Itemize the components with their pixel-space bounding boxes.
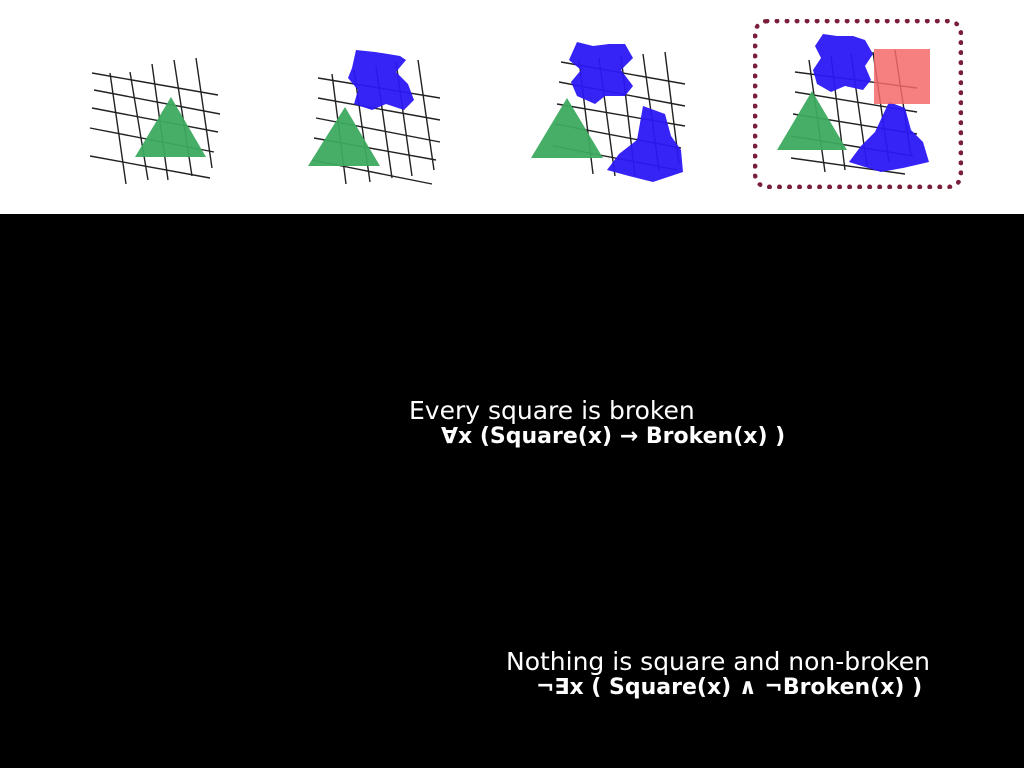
- green-triangle: [308, 107, 380, 166]
- statement-formula: ¬∃x ( Square(x) ∧ ¬Broken(x) ): [536, 675, 923, 700]
- blue-blob: [348, 50, 414, 110]
- highlight-frame: [753, 19, 963, 189]
- world-strip: [0, 0, 1024, 214]
- world-4-drawing: [777, 34, 930, 175]
- statement-formula: ∀x (Square(x) → Broken(x) ): [441, 424, 786, 449]
- world-1-drawing: [89, 57, 221, 185]
- world-panel-2: [300, 0, 450, 214]
- green-triangle: [777, 91, 847, 150]
- grid-lines: [89, 57, 221, 185]
- blue-blob-top: [813, 34, 873, 92]
- world-panel-3: [525, 0, 695, 214]
- world-3-drawing: [531, 42, 686, 182]
- blue-blob-bottom: [849, 102, 929, 172]
- blue-blob-bottom: [607, 106, 683, 182]
- world-panel-4: [765, 0, 955, 214]
- green-triangle: [531, 98, 603, 158]
- statement-english: Nothing is square and non-broken: [506, 647, 930, 676]
- blue-blob-top: [569, 42, 633, 104]
- world-2-drawing: [308, 50, 441, 185]
- red-square: [874, 49, 930, 104]
- world-panel-1: [80, 0, 230, 214]
- statement-every-square-broken: Every square is broken ∀x (Square(x) → B…: [409, 397, 785, 450]
- green-triangle: [135, 97, 206, 157]
- statement-english: Every square is broken: [409, 396, 695, 425]
- statement-nothing-square-nonbroken: Nothing is square and non-broken ¬∃x ( S…: [506, 648, 930, 701]
